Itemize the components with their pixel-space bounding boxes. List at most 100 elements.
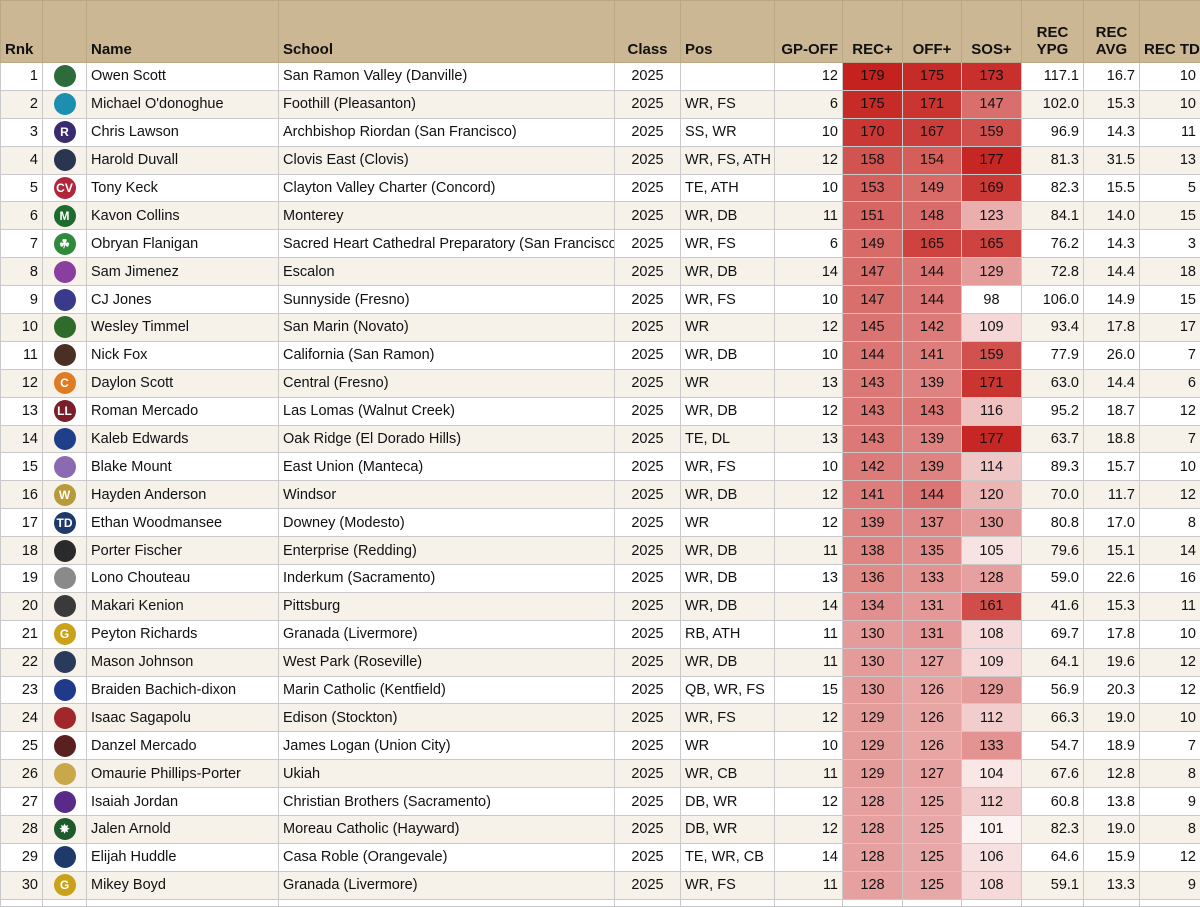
- cell-sos-plus: 105: [962, 537, 1022, 565]
- cell-off-plus: 125: [903, 816, 962, 844]
- header-sos-plus[interactable]: SOS+: [962, 1, 1022, 63]
- cell-rec-plus: 142: [843, 453, 903, 481]
- cell-rec-avg: 22.6: [1084, 565, 1140, 593]
- star-crest-logo-icon: ✸: [54, 818, 76, 840]
- cell-rnk: 13: [1, 397, 43, 425]
- cell-pos: RB, ATH: [681, 620, 775, 648]
- header-name[interactable]: Name: [87, 1, 279, 63]
- cell-rec-ypg: 84.1: [1022, 202, 1084, 230]
- cell-rec-ypg: 64.1: [1022, 648, 1084, 676]
- cell-rec-avg: 31.5: [1084, 146, 1140, 174]
- header-row: Rnk Name School Class Pos GP-OFF REC+ OF…: [1, 1, 1200, 63]
- cell-name: Hayden Anderson: [87, 481, 279, 509]
- cell-rec-td: 14: [1140, 537, 1200, 565]
- cell-gp-off: 15: [775, 676, 843, 704]
- cell-school: Downey (Modesto): [279, 509, 615, 537]
- cell-pos: WR: [681, 509, 775, 537]
- cell-rec-td: 16: [1140, 565, 1200, 593]
- cell-class: 2025: [615, 537, 681, 565]
- cell-school: West Park (Roseville): [279, 648, 615, 676]
- cell-rec-ypg: 81.3: [1022, 146, 1084, 174]
- cell-partial: [1084, 899, 1140, 906]
- cell-school: Ukiah: [279, 760, 615, 788]
- cell-sos-plus: 120: [962, 481, 1022, 509]
- cell-logo: ☘: [43, 230, 87, 258]
- cell-class: 2025: [615, 871, 681, 899]
- header-rec-plus[interactable]: REC+: [843, 1, 903, 63]
- cell-logo: [43, 146, 87, 174]
- cell-off-plus: 125: [903, 788, 962, 816]
- cell-rnk: 30: [1, 871, 43, 899]
- header-off-plus[interactable]: OFF+: [903, 1, 962, 63]
- cell-gp-off: 10: [775, 341, 843, 369]
- cell-rec-plus: 143: [843, 425, 903, 453]
- cell-rnk: 3: [1, 118, 43, 146]
- header-rec-td[interactable]: REC TD: [1140, 1, 1200, 63]
- cell-rec-plus: 130: [843, 676, 903, 704]
- cell-class: 2025: [615, 732, 681, 760]
- cell-gp-off: 11: [775, 871, 843, 899]
- cell-class: 2025: [615, 620, 681, 648]
- cell-gp-off: 14: [775, 592, 843, 620]
- header-school[interactable]: School: [279, 1, 615, 63]
- cell-name: Elijah Huddle: [87, 843, 279, 871]
- cell-gp-off: 14: [775, 843, 843, 871]
- cell-gp-off: 12: [775, 397, 843, 425]
- cell-sos-plus: 101: [962, 816, 1022, 844]
- cell-off-plus: 142: [903, 314, 962, 342]
- cell-off-plus: 143: [903, 397, 962, 425]
- cell-rec-plus: 128: [843, 788, 903, 816]
- header-rec-ypg-line2: YPG: [1037, 41, 1069, 58]
- round-crest-logo-icon: [54, 65, 76, 87]
- header-class[interactable]: Class: [615, 1, 681, 63]
- cell-rec-ypg: 79.6: [1022, 537, 1084, 565]
- cell-school: Granada (Livermore): [279, 871, 615, 899]
- header-gp-off[interactable]: GP-OFF: [775, 1, 843, 63]
- cell-rnk: 14: [1, 425, 43, 453]
- cell-school: Pittsburg: [279, 592, 615, 620]
- cell-rec-td: 10: [1140, 90, 1200, 118]
- cell-rnk: 19: [1, 565, 43, 593]
- header-rnk[interactable]: Rnk: [1, 1, 43, 63]
- cell-sos-plus: 129: [962, 258, 1022, 286]
- cell-pos: WR, DB: [681, 565, 775, 593]
- cell-rec-ypg: 72.8: [1022, 258, 1084, 286]
- letters-td-logo-icon: TD: [54, 512, 76, 534]
- mascot-logo-icon: [54, 289, 76, 311]
- header-pos[interactable]: Pos: [681, 1, 775, 63]
- cell-logo: ✸: [43, 816, 87, 844]
- cell-rec-avg: 15.3: [1084, 90, 1140, 118]
